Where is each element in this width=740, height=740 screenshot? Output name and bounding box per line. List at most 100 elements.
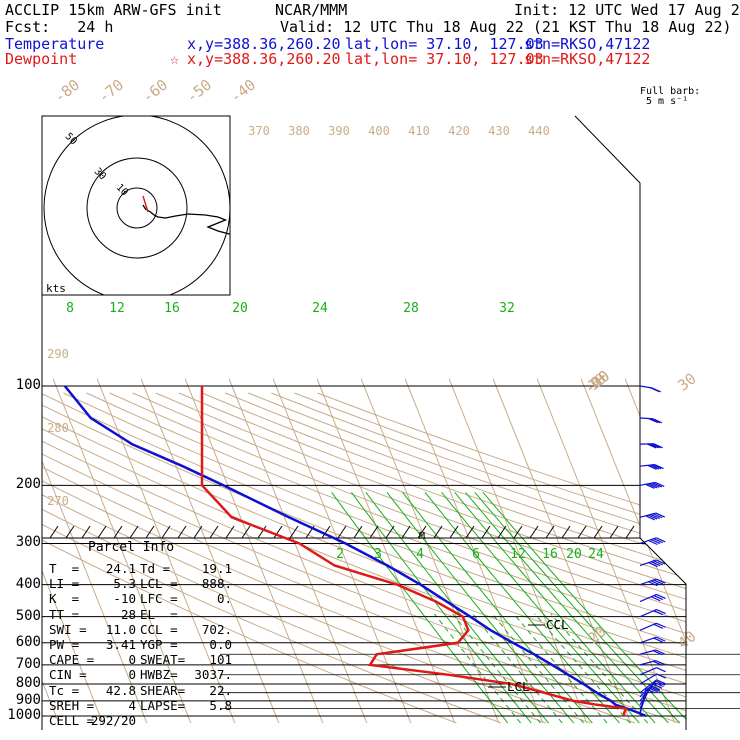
wind-barb-shaft [639,385,652,389]
wind-barb-shaft [639,636,657,644]
mixing-ratio-line [482,491,686,724]
legend-dewpoint-station: stn=RKSO,47122 [524,50,651,68]
moist-adiabat-dashed [434,613,521,724]
storm-motion-vector [142,195,149,213]
wind-barb-flag [649,464,660,470]
parcel-info-cell: CELL = [49,713,95,728]
wind-barb-flag [655,512,666,518]
wind-barb-flag [648,581,658,587]
pressure-label: 700 [15,655,41,672]
hodo-ring-10 [116,187,158,229]
level-markers [488,624,545,688]
wind-barb-flag [651,464,662,470]
isotherm [536,378,676,724]
wind-barb-shaft [639,667,657,676]
parcel-info-cell: SREH = [49,697,95,713]
theta-label: 370 [248,124,270,138]
wind-barb-flag [652,482,663,488]
legend-dewpoint-xy: x,y=388.36,260.20 [187,50,341,68]
wind-barb-flag [648,562,658,568]
wind-barb-flag [655,578,666,584]
moist-adiabat-dashed [472,613,563,724]
wind-barb-flag [650,580,661,586]
wind-barb-flag [656,679,666,685]
isotherm [184,378,324,724]
legend-temperature-xy: x,y=388.36,260.20 [187,35,341,53]
pressure-label: 400 [15,575,41,592]
hodo-speed-label: 32 [499,301,515,316]
moist-adiabat-dashed [534,613,631,724]
dry-adiabat [42,392,686,724]
isotherm [360,378,500,724]
hatch-mark [177,525,187,539]
wind-barb-shaft [639,578,657,586]
wind-barb-flag [653,650,663,656]
hatch-mark [385,525,395,539]
dry-adiabat [42,392,502,724]
legend-temperature-latlon: lat,lon= 37.10, 127.03 [345,35,544,53]
wind-barb-flag [652,418,663,424]
mixing-ratio-line [386,491,575,724]
dry-adiabat [42,392,591,724]
parcel-info-cell: 702. [201,621,232,637]
isotherm-label: -50 [183,76,215,107]
theta-label: 280 [47,421,69,435]
parcel-info-cell: PW = [49,637,80,652]
parcel-info-cell: SWI = [49,621,87,637]
wind-barb-shaft [639,622,657,631]
theta-label: 290 [47,347,69,361]
theta-label: 400 [368,124,390,138]
dry-adiabat [42,392,686,724]
parcel-info-cell: 3037. [194,667,232,683]
parcel-info-cell: 11.0 [105,621,136,637]
wind-barb-flag [649,387,660,393]
ccl-label: CCL [546,617,569,632]
barb-key-line2: 5 m s⁻¹ [646,96,689,107]
wind-barb-flag [655,559,666,565]
pressure-label: 300 [15,534,41,551]
hatch-mark [97,525,107,539]
isotherm [624,378,686,724]
wind-barb-flag [653,595,664,601]
hatch-mark [369,525,379,539]
isotherm [272,378,412,724]
theta-label: 430 [488,124,510,138]
parcel-info-cell: 0.0 [209,637,232,652]
parcel-info-cell: EL = [140,606,178,622]
moist-adiabat-dashed [491,613,584,724]
dry-adiabat [109,392,686,724]
parcel-info-cell: 101 [209,652,232,668]
m-marker-label: M [419,531,426,542]
wind-barb-flag [653,610,664,616]
wind-barb-flag [645,515,655,521]
hatch-mark [433,525,443,539]
hatch-mark [401,525,411,539]
hatch-mark [561,525,571,539]
wind-barb-shaft [639,679,657,694]
mixing-ratio-label: 4 [416,547,424,562]
parcel-info-cell: 22. [209,682,232,698]
isotherm [580,378,686,724]
theta-label: 270 [47,494,69,508]
hatch-mark [241,525,251,539]
mixing-ratio-label: 16 [542,547,558,562]
parcel-info-cell: T = [49,561,80,576]
header-run-title: ACCLIP 15km ARW-GFS init [5,1,222,19]
mixing-ratio-label: 20 [566,547,582,562]
hatch-mark [545,525,555,539]
mixing-ratio-lines [331,491,686,724]
wind-barb-flag [650,539,661,545]
temperature-profile [63,385,647,718]
hatch-mark [161,525,171,539]
hodo-ring-50 [43,116,230,295]
isotherm [316,378,456,724]
wind-barb-flag [650,685,661,691]
pressure-label: 1000 [7,707,41,723]
wind-barb-flag [653,579,663,585]
hatch-mark [289,525,299,539]
theta-label: 420 [448,124,470,138]
parcel-info-cell: 0 [128,667,136,683]
parcel-info-cell: 42.8 [105,682,136,698]
parcel-info-cell: SWEAT= [140,652,186,668]
